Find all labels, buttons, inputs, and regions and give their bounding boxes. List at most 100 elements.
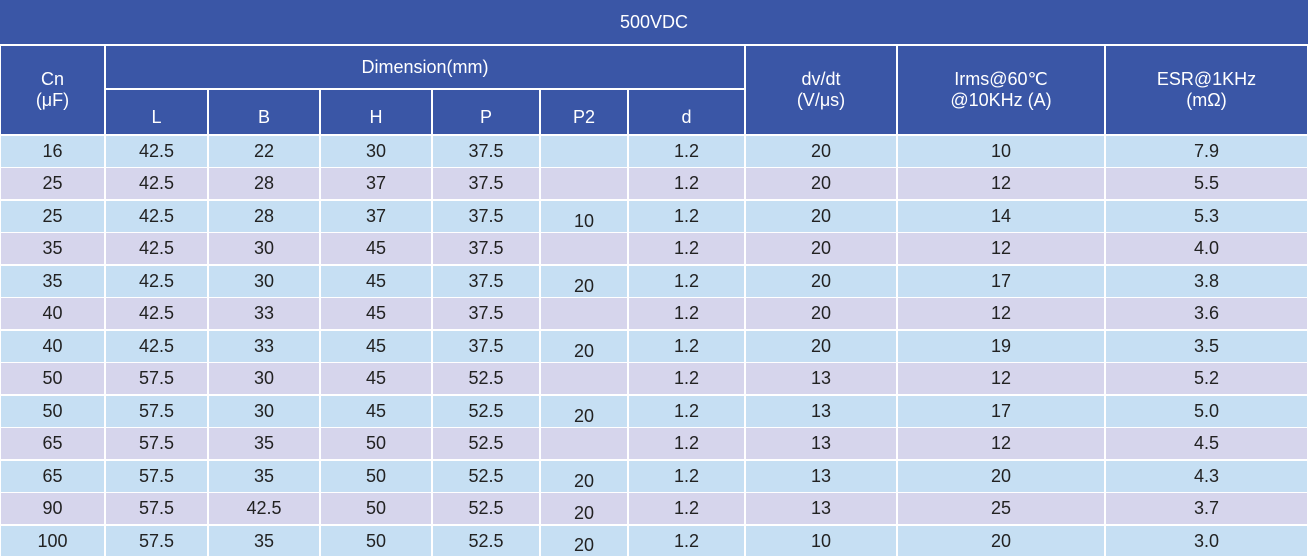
cell-text: 1.2 (673, 465, 700, 486)
table-cell: 17 (898, 265, 1104, 297)
cell-text: 3.7 (1193, 498, 1220, 519)
cell-text: 50 (365, 433, 387, 454)
table-cell: 16 (1, 136, 104, 167)
table-cell: 52.5 (433, 493, 539, 525)
cell-text: 1.2 (673, 140, 700, 161)
header-dimension: Dimension(mm) (106, 46, 744, 88)
table-cell: 12 (898, 363, 1104, 395)
table-cell: 33 (209, 298, 319, 330)
table-cell: 57.5 (106, 525, 207, 557)
table-cell: 42.5 (106, 233, 207, 265)
table-cell (541, 363, 627, 395)
table-cell: 42.5 (106, 200, 207, 232)
cell-text: 30 (253, 270, 275, 291)
cell-text: 57.5 (138, 498, 175, 519)
cell-text: 37.5 (468, 335, 504, 356)
cell-text: 1.2 (673, 335, 700, 356)
table-cell: 1.2 (629, 265, 744, 297)
cell-text: 20 (810, 173, 832, 194)
table-cell: 1.2 (629, 136, 744, 167)
table-cell: 57.5 (106, 428, 207, 460)
cell-text: ESR@1KHz (1156, 69, 1257, 89)
title-bar: 500VDC (0, 0, 1308, 44)
cell-text: 5.5 (1193, 173, 1220, 194)
table-cell: 35 (209, 460, 319, 492)
table-cell: 5.5 (1106, 168, 1307, 200)
header-dvdt: dv/dt (V/μs) (746, 46, 896, 134)
cell-text: P (479, 106, 492, 127)
cell-text: 52.5 (468, 498, 504, 519)
cell-text: 50 (42, 368, 63, 389)
cell-text: 52.5 (468, 465, 504, 486)
cell-text: 20 (990, 530, 1012, 551)
cell-text: 42.5 (246, 498, 282, 519)
cell-text: 50 (365, 465, 387, 486)
table-cell: 50 (321, 493, 431, 525)
cell-text: H (369, 106, 383, 127)
table-cell: 52.5 (433, 363, 539, 395)
cell-text: d (681, 106, 692, 127)
cell-text: 13 (810, 433, 832, 454)
table-cell: 5.0 (1106, 395, 1307, 427)
table-cell: 20 (541, 525, 627, 557)
table-cell: 45 (321, 298, 431, 330)
table-cell: 1.2 (629, 395, 744, 427)
cell-text: 3.8 (1193, 270, 1220, 291)
table-cell: 52.5 (433, 395, 539, 427)
cell-text: 5.0 (1193, 400, 1220, 421)
cell-text: 30 (365, 140, 387, 161)
table-cell: 3.5 (1106, 330, 1307, 362)
table-cell: 45 (321, 363, 431, 395)
cell-text: 30 (253, 400, 275, 421)
cell-text: 57.5 (138, 465, 175, 486)
table-cell: 20 (898, 460, 1104, 492)
cell-text: Cn (40, 69, 64, 89)
cell-text: 20 (573, 535, 595, 556)
cell-text: 3.0 (1193, 530, 1220, 551)
cell-text: 12 (990, 238, 1012, 259)
table-cell: 45 (321, 233, 431, 265)
cell-text: 20 (573, 340, 595, 361)
cell-text: (V/μs) (796, 90, 846, 110)
cell-text: 35 (253, 433, 275, 454)
table-cell: 20 (898, 525, 1104, 557)
table-cell: 20 (746, 136, 896, 167)
cell-text: 1.2 (673, 303, 700, 324)
cell-text: 50 (42, 400, 63, 421)
cell-text: 4.5 (1193, 433, 1220, 454)
table-cell: 14 (898, 200, 1104, 232)
cell-text: 13 (810, 368, 832, 389)
cell-text: 1.2 (673, 270, 700, 291)
cell-text: 16 (42, 140, 63, 161)
cell-text: 12 (990, 433, 1012, 454)
table-cell: 37.5 (433, 298, 539, 330)
cell-text: 5.3 (1193, 205, 1220, 226)
table-cell: 20 (746, 265, 896, 297)
cell-text: 52.5 (468, 433, 504, 454)
table-cell: 25 (1, 168, 104, 200)
table-cell: 4.3 (1106, 460, 1307, 492)
table-cell: 57.5 (106, 395, 207, 427)
table-cell: 1.2 (629, 460, 744, 492)
cell-text: 10 (810, 530, 832, 551)
cell-text: 45 (365, 238, 387, 259)
cell-text: 13 (810, 465, 832, 486)
cell-text: 3.6 (1193, 303, 1220, 324)
table-cell: 12 (898, 233, 1104, 265)
table-cell: 20 (746, 233, 896, 265)
cell-text: 28 (253, 173, 275, 194)
cell-text: Dimension(mm) (361, 56, 489, 77)
table-cell: 1.2 (629, 525, 744, 557)
table-cell: 13 (746, 428, 896, 460)
header-sub: H (321, 90, 431, 134)
cell-text: 1.2 (673, 205, 700, 226)
table-cell: 35 (209, 525, 319, 557)
cell-text: 35 (42, 270, 63, 291)
cell-text: 20 (573, 405, 595, 426)
cell-text: 45 (365, 335, 387, 356)
cell-text: 42.5 (138, 303, 175, 324)
table-cell: 1.2 (629, 363, 744, 395)
cell-text: 1.2 (673, 530, 700, 551)
cell-text: 37.5 (468, 238, 504, 259)
table-cell (541, 233, 627, 265)
